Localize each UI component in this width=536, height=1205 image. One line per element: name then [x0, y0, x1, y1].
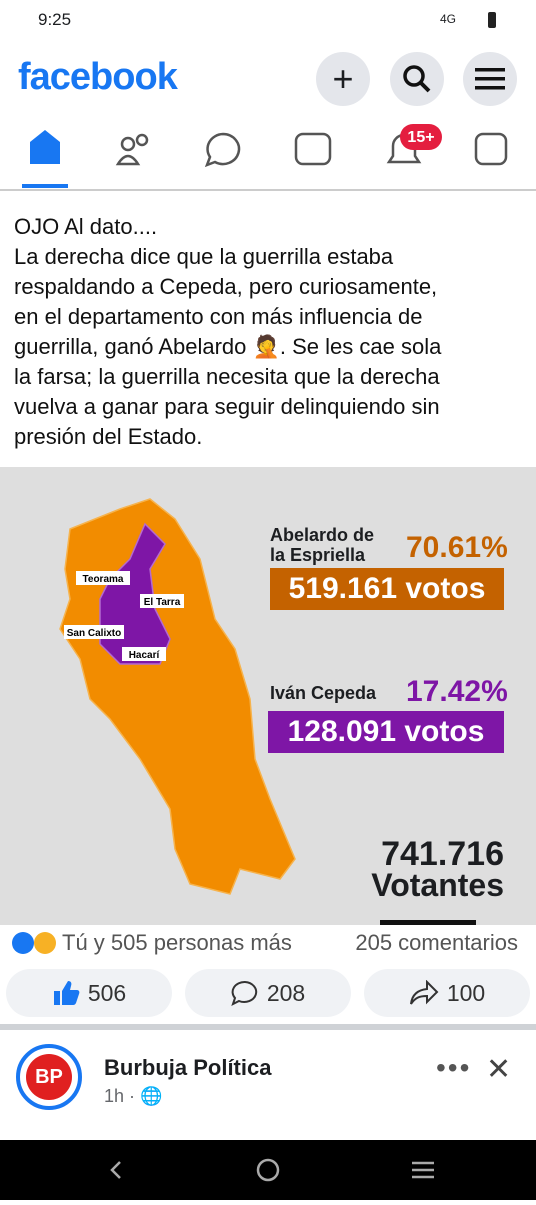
total-label: Votantes — [371, 867, 504, 903]
candidate-name: Iván Cepeda — [270, 683, 376, 704]
status-bar: 9:25 4G — [0, 0, 536, 40]
name-line: Iván Cepeda — [270, 683, 377, 703]
comment-count[interactable]: 205 comentarios — [355, 930, 518, 955]
candidate-name: Abelardo de la Espriella — [270, 525, 374, 565]
system-nav-icons — [110, 1158, 434, 1182]
post-line: en el departamento con más influencia de — [14, 304, 423, 329]
post-line: la farsa; la guerrilla necesita que la d… — [14, 364, 440, 389]
more-button[interactable]: ••• — [436, 1052, 472, 1083]
post-line: OJO Al dato.... — [14, 214, 158, 239]
search-icon — [403, 65, 431, 93]
map-label: Teorama — [83, 574, 124, 585]
avatar[interactable]: BP — [16, 1044, 82, 1110]
post-line: guerrilla, ganó Abelardo 🤦. Se les cae s… — [14, 334, 442, 359]
create-button[interactable]: + — [316, 52, 370, 106]
back-button[interactable] — [110, 1161, 121, 1179]
share-button[interactable]: 100 — [364, 969, 530, 1017]
name-line: la Espriella — [270, 545, 366, 565]
active-indicator — [22, 184, 68, 188]
author-name[interactable]: Burbuja Política — [104, 1055, 272, 1080]
close-button[interactable]: ✕ — [486, 1053, 512, 1086]
comment-button[interactable]: 208 — [185, 969, 351, 1017]
name-line: Abelardo de — [270, 525, 375, 545]
map-label: San Calixto — [67, 628, 121, 639]
video-tab[interactable] — [294, 132, 332, 166]
post-text: OJO Al dato.... La derecha dice que la gu… — [14, 212, 441, 452]
recents-button[interactable] — [412, 1161, 434, 1179]
comment-action-count: 208 — [266, 979, 306, 1006]
menu-button[interactable] — [463, 52, 517, 106]
network: 4G — [440, 12, 457, 26]
candidate-votes: 128.091 votos — [268, 711, 504, 753]
logo[interactable]: facebook — [18, 56, 178, 98]
candidate-percent: 17.42% — [406, 675, 508, 708]
map: Teorama El Tarra San Calixto Hacarí — [59, 498, 296, 895]
search-button[interactable] — [390, 52, 444, 106]
time: 9:25 — [38, 10, 72, 29]
share-icon — [409, 980, 439, 1005]
post-time: 1h · 🌐 — [104, 1086, 163, 1106]
menu-icon — [475, 68, 505, 90]
like-reaction — [12, 932, 34, 954]
haha-reaction — [34, 932, 56, 954]
reaction-summary[interactable]: Tú y 505 personas más — [62, 930, 292, 955]
map-labels: Teorama El Tarra San Calixto Hacarí — [64, 571, 184, 661]
dashboard-tab[interactable] — [474, 132, 508, 166]
like-count: 506 — [87, 979, 127, 1006]
candidate-votes: 519.161 votos — [270, 568, 504, 610]
system-nav — [0, 1140, 536, 1200]
post-image: Teorama El Tarra San Calixto Hacarí Abel… — [0, 467, 536, 925]
map-label: Hacarí — [129, 650, 161, 661]
post-line: presión del Estado. — [14, 424, 203, 449]
candidate-percent: 70.61% — [406, 531, 508, 564]
badge — [400, 124, 442, 150]
friends-tab[interactable] — [115, 133, 149, 166]
home-tab[interactable] — [30, 130, 60, 164]
map-label: El Tarra — [144, 597, 181, 608]
divider — [0, 189, 536, 191]
total-number: 741.716 — [381, 835, 504, 873]
avatar-badge: BP — [26, 1054, 72, 1100]
badge-count: 15+ — [407, 129, 434, 146]
post-line: vuelva a ganar para seguir delinquiendo … — [14, 394, 440, 419]
time-text: 1h — [104, 1086, 125, 1106]
comment-icon — [231, 980, 257, 1006]
battery — [488, 12, 496, 28]
home-button[interactable] — [256, 1158, 280, 1182]
post-separator — [0, 1024, 536, 1030]
underline — [380, 920, 476, 925]
map-region — [59, 498, 296, 895]
post-line: La derecha dice que la guerrilla estaba — [14, 244, 394, 269]
share-count: 100 — [446, 979, 486, 1006]
like-button[interactable]: 506 — [6, 969, 172, 1017]
nav-bar: 15+ — [22, 124, 508, 188]
messenger-tab[interactable] — [204, 132, 241, 168]
post-line: respaldando a Cepeda, pero curiosamente, — [14, 274, 438, 299]
like-icon — [53, 981, 80, 1005]
